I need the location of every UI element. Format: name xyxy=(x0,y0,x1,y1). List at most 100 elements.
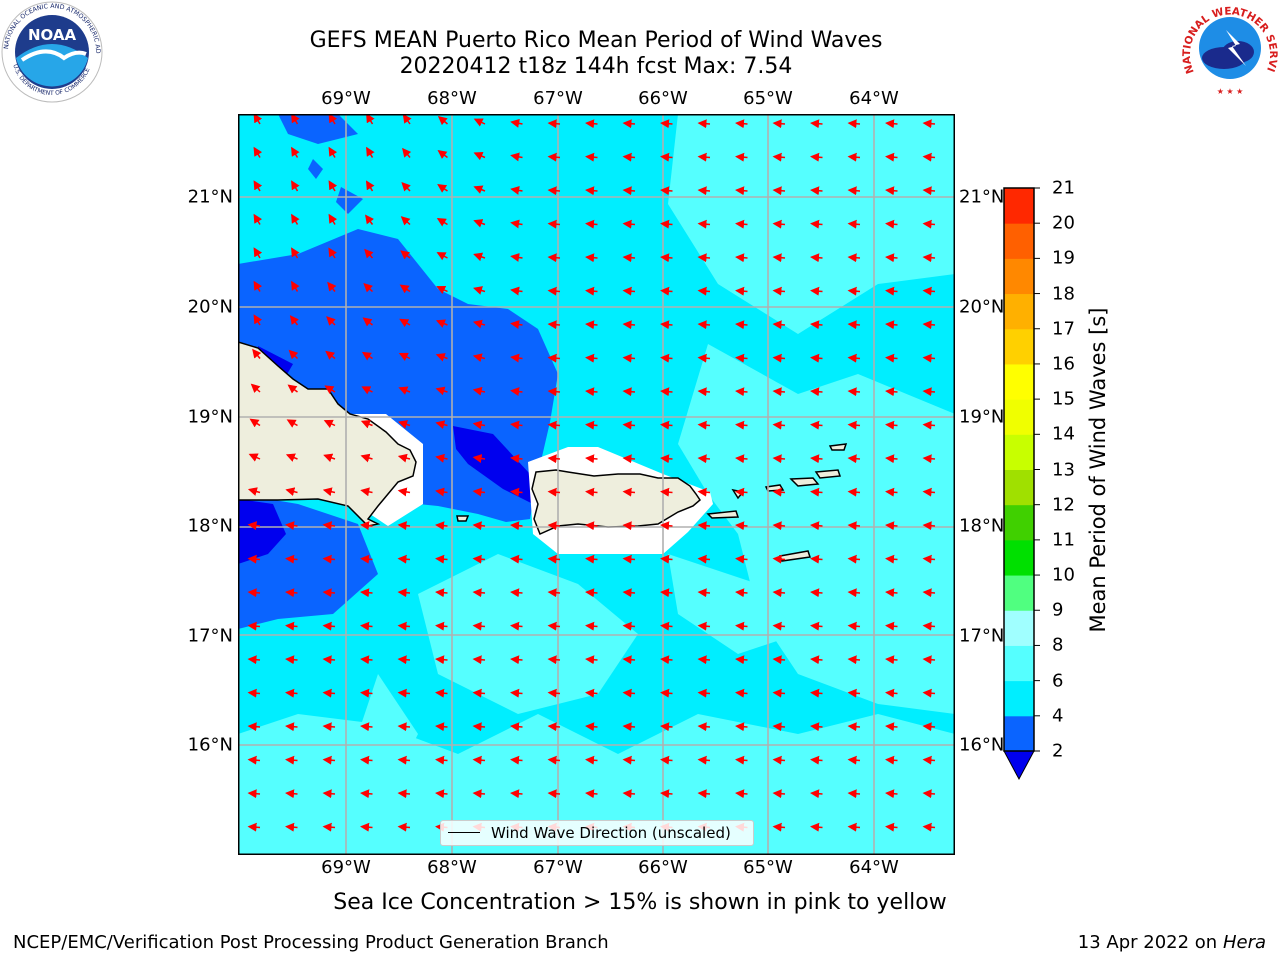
wave-direction-arrow xyxy=(660,253,673,263)
wave-direction-arrow xyxy=(547,186,561,196)
wave-direction-arrow xyxy=(922,822,936,832)
colorbar-segment xyxy=(1004,610,1034,646)
wave-direction-arrow xyxy=(922,588,936,598)
wave-direction-arrow xyxy=(322,822,336,832)
wave-direction-arrow xyxy=(660,789,673,799)
wave-direction-arrow xyxy=(847,722,861,732)
wave-direction-arrow xyxy=(547,152,561,162)
wave-direction-arrow xyxy=(585,487,598,497)
colorbar-segment xyxy=(1004,293,1034,330)
chart-title-line2: 20220412 t18z 144h fcst Max: 7.54 xyxy=(399,54,793,79)
wave-direction-arrow xyxy=(697,487,711,497)
wave-direction-arrow xyxy=(328,146,338,158)
wave-direction-arrow xyxy=(252,348,262,359)
wave-direction-arrow xyxy=(472,386,486,396)
wave-direction-arrow xyxy=(660,688,673,698)
wave-direction-arrow xyxy=(622,353,636,363)
wave-direction-arrow xyxy=(547,353,561,363)
wave-direction-arrow xyxy=(585,688,598,698)
wave-direction-arrow xyxy=(291,213,300,225)
wave-direction-arrow xyxy=(697,755,711,765)
colorbar-segment xyxy=(1004,188,1034,224)
wave-direction-arrow xyxy=(322,789,336,799)
wave-direction-arrow xyxy=(697,420,711,430)
wave-direction-arrow xyxy=(322,722,336,732)
wave-direction-arrow xyxy=(922,320,936,330)
wave-direction-arrow xyxy=(735,521,748,531)
wave-direction-arrow xyxy=(547,588,561,598)
wave-direction-arrow xyxy=(922,454,936,464)
wave-direction-arrow xyxy=(847,152,861,162)
wave-direction-arrow xyxy=(735,755,748,765)
wave-direction-arrow xyxy=(291,146,300,158)
wave-direction-arrow xyxy=(622,487,636,497)
wave-direction-arrow xyxy=(585,755,598,765)
wave-direction-arrow xyxy=(247,487,261,496)
wave-direction-arrow xyxy=(328,247,337,259)
wave-direction-arrow xyxy=(772,454,786,464)
wave-direction-arrow xyxy=(885,588,898,598)
wave-direction-arrow xyxy=(922,219,936,229)
wave-direction-arrow xyxy=(772,688,786,698)
wave-direction-arrow xyxy=(810,286,823,296)
wave-direction-arrow xyxy=(547,722,561,732)
wave-direction-arrow xyxy=(885,554,898,564)
colorbar-tick-label: 16 xyxy=(1052,353,1075,375)
lon-tick-top-6: 64°W xyxy=(849,88,899,109)
puerto-rico xyxy=(531,469,701,536)
wave-direction-arrow xyxy=(772,253,786,263)
wave-direction-arrow xyxy=(735,119,748,129)
wave-direction-arrow xyxy=(510,554,523,564)
wave-direction-arrow xyxy=(547,286,561,296)
colorbar-extend-triangle xyxy=(1003,750,1035,781)
wave-direction-arrow xyxy=(285,554,298,564)
wave-direction-arrow xyxy=(622,722,636,732)
wave-direction-arrow xyxy=(847,688,861,698)
wave-direction-arrow xyxy=(472,420,486,430)
wave-direction-arrow xyxy=(735,420,748,430)
wave-direction-arrow xyxy=(772,487,786,497)
wave-direction-arrow xyxy=(847,621,861,631)
wave-direction-arrow xyxy=(810,353,823,363)
hispaniola xyxy=(238,341,417,527)
wave-direction-arrow xyxy=(922,789,936,799)
wave-direction-arrow xyxy=(585,353,598,363)
wave-direction-arrow xyxy=(810,487,823,497)
wave-direction-arrow xyxy=(622,420,636,430)
wave-direction-arrow xyxy=(510,487,523,497)
wave-direction-arrow xyxy=(772,286,786,296)
wave-direction-arrow xyxy=(366,114,375,125)
wave-direction-arrow xyxy=(922,119,936,129)
wave-direction-arrow xyxy=(437,183,448,193)
wave-direction-arrow xyxy=(360,588,373,598)
wave-direction-arrow xyxy=(436,218,448,227)
lat-tick-left-3: 19°N xyxy=(187,406,233,428)
wave-direction-arrow xyxy=(397,521,411,531)
wave-direction-arrow xyxy=(660,387,673,397)
wave-direction-arrow xyxy=(622,621,636,631)
wave-direction-arrow xyxy=(399,318,411,328)
wave-direction-arrow xyxy=(547,119,561,129)
wave-direction-arrow xyxy=(435,521,448,531)
wave-direction-arrow xyxy=(735,387,748,397)
wave-direction-arrow xyxy=(847,420,861,430)
lon-tick-top-4: 66°W xyxy=(638,88,688,109)
wave-direction-arrow xyxy=(810,655,823,665)
wave-direction-arrow xyxy=(322,554,336,564)
wave-direction-arrow xyxy=(436,252,448,261)
wave-direction-arrow xyxy=(435,655,448,665)
wave-direction-arrow xyxy=(547,320,561,330)
wave-direction-arrow xyxy=(547,253,561,263)
wave-direction-arrow xyxy=(922,253,936,263)
wave-direction-arrow xyxy=(735,186,748,196)
map-plot xyxy=(238,114,955,855)
wave-direction-arrow xyxy=(847,487,861,497)
wave-direction-arrow xyxy=(772,588,786,598)
wave-direction-arrow xyxy=(360,755,373,765)
wave-direction-arrow xyxy=(397,487,411,497)
colorbar-segment xyxy=(1004,645,1034,682)
wave-direction-arrow xyxy=(510,521,523,531)
wave-direction-arrow xyxy=(585,253,598,263)
wave-direction-arrow xyxy=(697,621,711,631)
wave-direction-arrow xyxy=(697,655,711,665)
